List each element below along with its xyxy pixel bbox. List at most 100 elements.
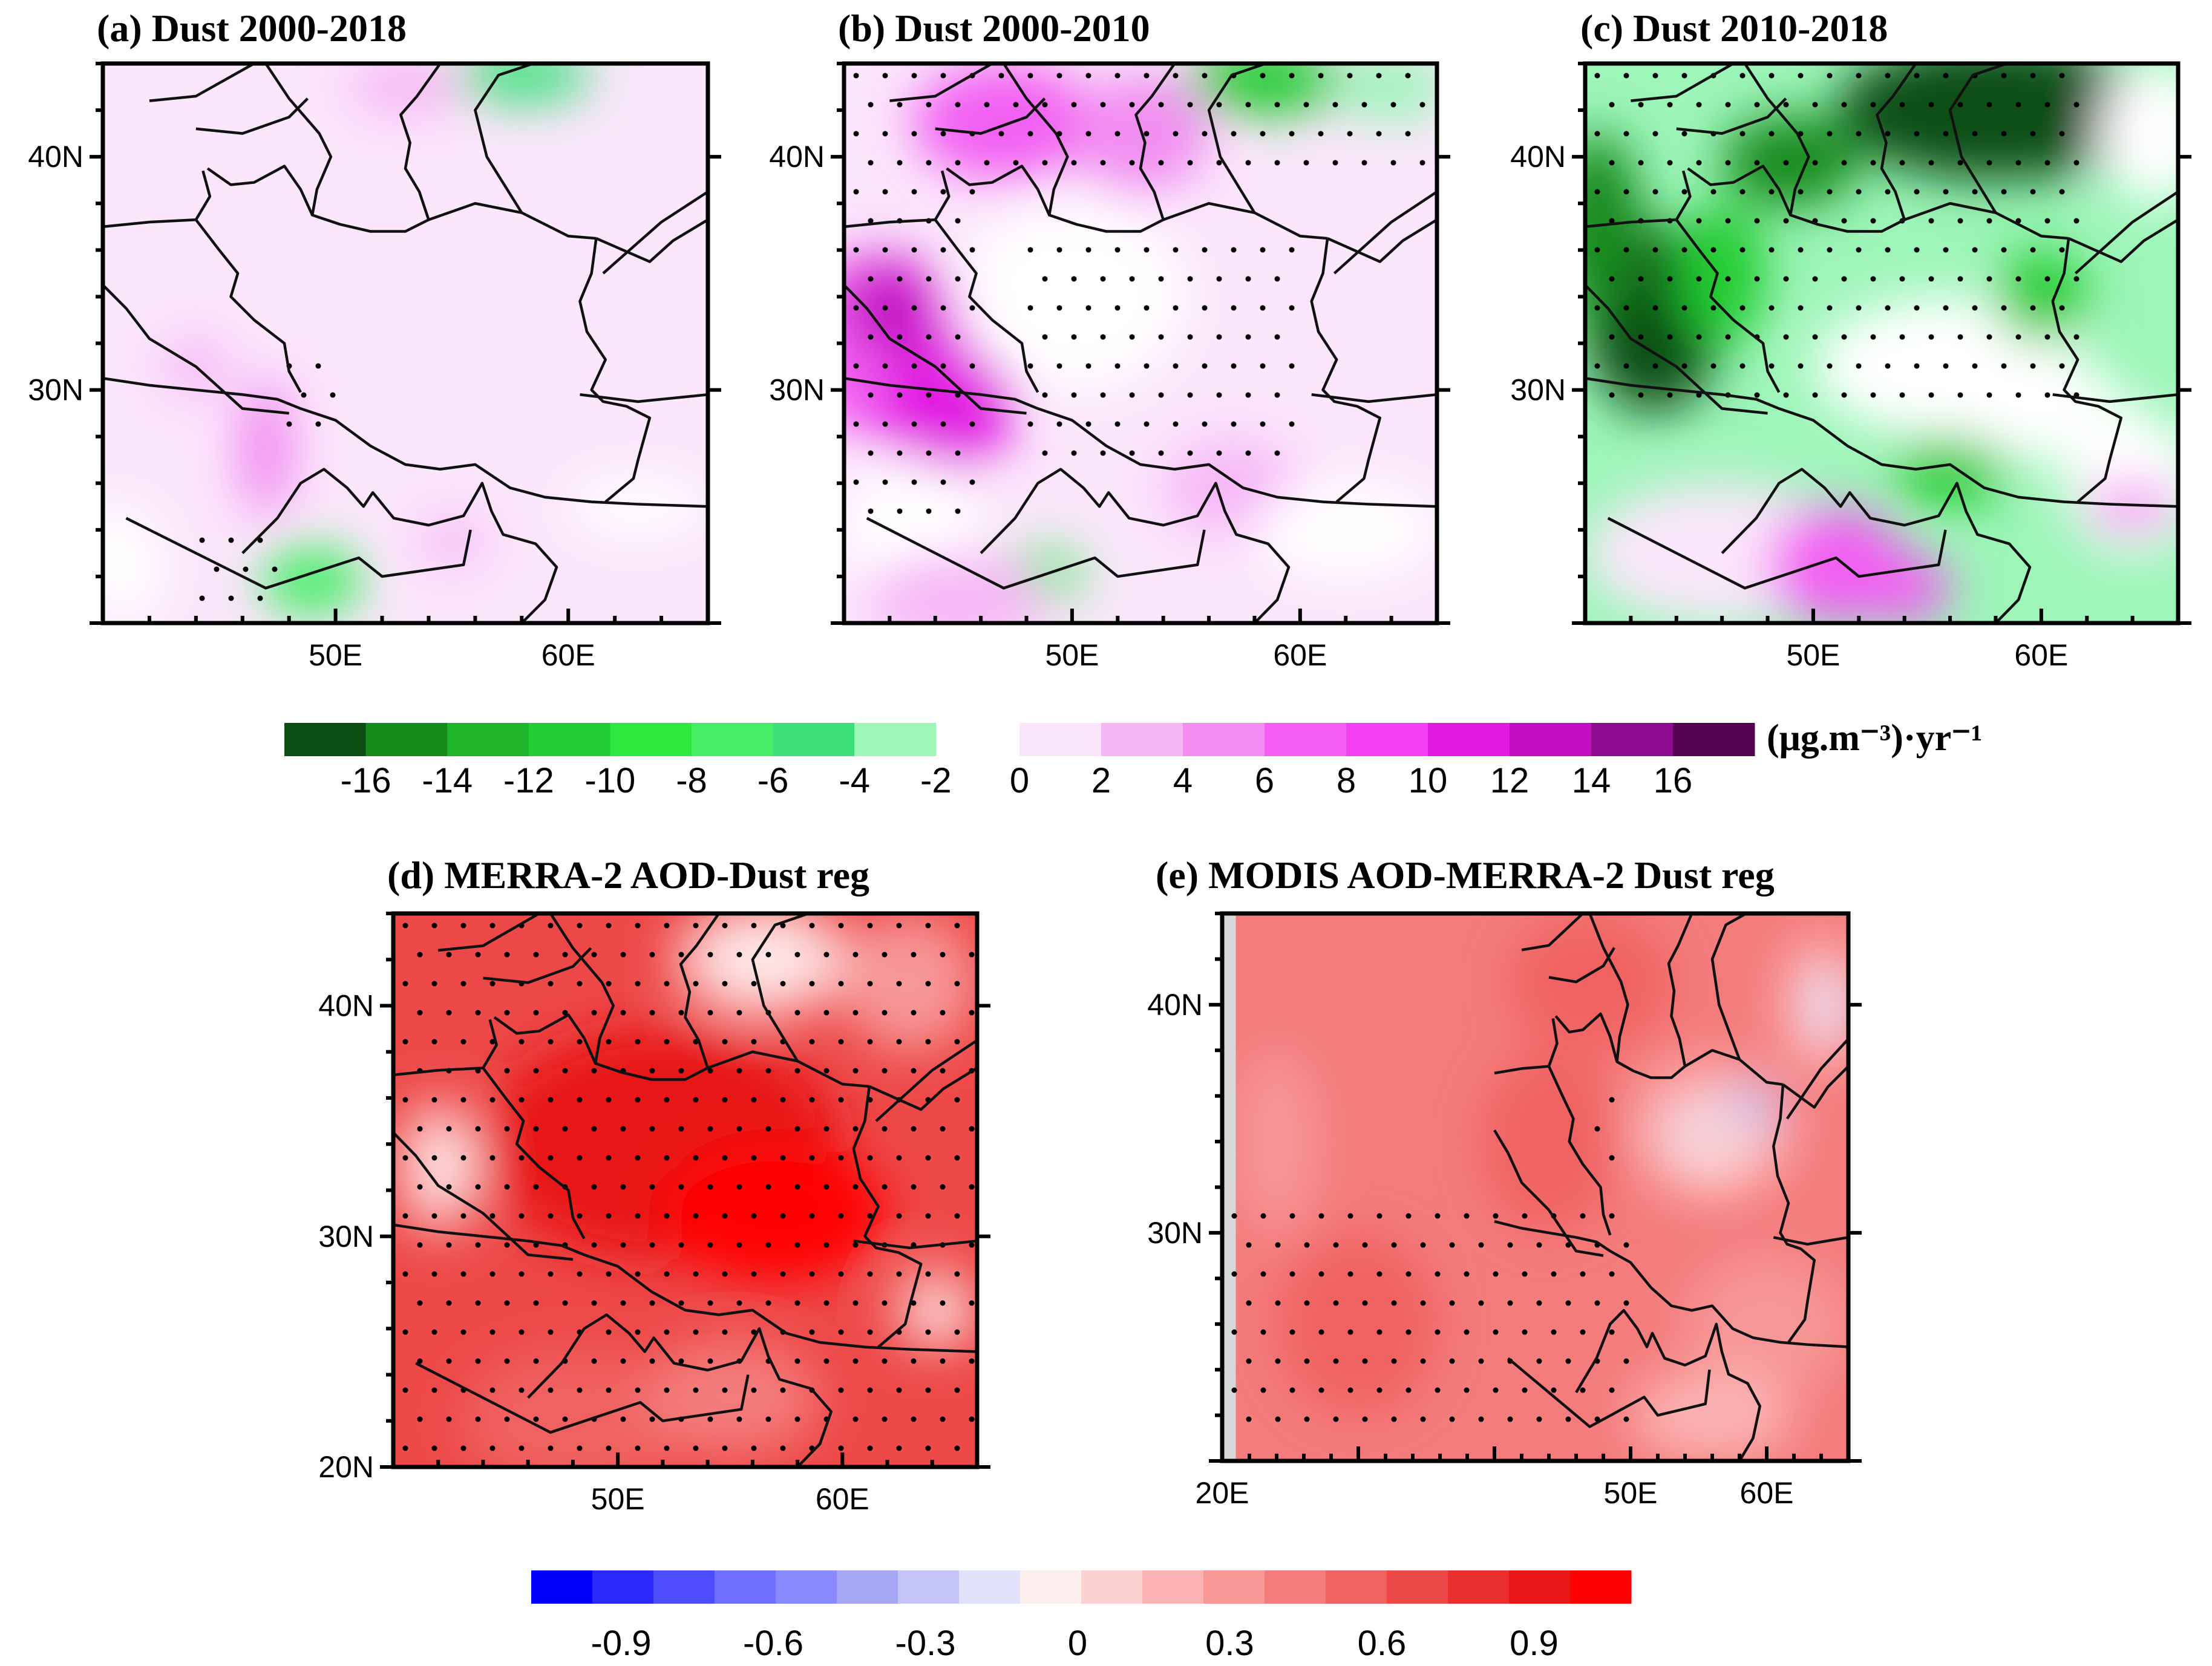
stipple-dot xyxy=(707,1416,713,1422)
stipple-dot xyxy=(867,1329,873,1335)
stipple-dot xyxy=(2001,247,2007,253)
country-border xyxy=(483,947,592,984)
country-border xyxy=(2068,218,2178,263)
stipple-dot xyxy=(896,981,902,987)
coastline-arabia xyxy=(1721,468,2032,623)
stipple-dot xyxy=(926,102,932,108)
colorbar-reg-swatch xyxy=(531,1570,593,1604)
stipple-dot xyxy=(1827,247,1833,253)
stipple-dot xyxy=(1144,305,1150,311)
field-contour-blob xyxy=(1836,64,2156,180)
stipple-dot xyxy=(1274,392,1280,398)
stipple-dot xyxy=(722,1387,728,1393)
stipple-dot xyxy=(853,131,859,137)
stipple-dot xyxy=(504,1068,510,1074)
stipple-dot xyxy=(896,1445,902,1451)
stipple-dot xyxy=(736,1184,742,1190)
stipple-dot xyxy=(2059,363,2065,369)
stipple-dot xyxy=(1318,73,1324,79)
stipple-dot xyxy=(911,1010,917,1016)
colorbar-reg-swatch xyxy=(653,1570,715,1604)
country-border xyxy=(482,1067,586,1240)
x-tick-label: 50E xyxy=(1604,1476,1658,1510)
country-border xyxy=(946,165,1051,216)
stipple-dot xyxy=(940,1416,946,1422)
stipple-dot xyxy=(1681,189,1687,195)
stipple-dot xyxy=(853,479,859,485)
stipple-dot xyxy=(1493,1387,1499,1393)
stipple-dot xyxy=(649,1184,655,1190)
stipple-dot xyxy=(1362,1242,1368,1248)
stipple-dot xyxy=(736,1416,742,1422)
stipple-dot xyxy=(417,1242,423,1248)
stipple-dot xyxy=(809,1213,815,1219)
stipple-dot xyxy=(940,247,946,253)
stipple-dot xyxy=(1464,1387,1470,1393)
stipple-dot xyxy=(1623,1300,1629,1306)
stipple-dot xyxy=(1100,160,1106,166)
coastline-north xyxy=(393,1223,977,1353)
stipple-dot xyxy=(1681,363,1687,369)
stipple-dot xyxy=(1710,363,1716,369)
stipple-dot xyxy=(1623,131,1629,137)
stipple-dot xyxy=(969,1126,975,1132)
stipple-dot xyxy=(897,450,903,456)
stipple-dot xyxy=(911,131,917,137)
stipple-dot xyxy=(852,952,859,958)
stipple-dot xyxy=(1260,421,1266,427)
trend-colorbar: -16 -14 -12 -10 -8 -6 -4 -2 0 2 4 6 8 10 12 14 16 xyxy=(284,723,1755,800)
country-border xyxy=(438,913,540,952)
field-contour-blob xyxy=(1722,114,1859,208)
stipple-dot xyxy=(620,1242,626,1248)
stipple-dot xyxy=(1391,1242,1397,1248)
stipple-dot xyxy=(1013,160,1019,166)
stipple-dot xyxy=(1536,1300,1542,1306)
country-border xyxy=(195,97,309,135)
stipple-dot xyxy=(853,247,859,253)
x-tick-label: 60E xyxy=(1273,638,1327,672)
y-tick-label: 40N xyxy=(769,140,825,174)
country-border xyxy=(1507,1357,1711,1428)
stipple-dot xyxy=(2030,73,2036,79)
field-contour-blob xyxy=(460,1351,686,1467)
stipple-dot xyxy=(1187,276,1193,282)
colorbar-reg-swatch xyxy=(959,1570,1021,1604)
stipple-dot xyxy=(1289,363,1295,369)
stipple-dot xyxy=(1333,1300,1339,1306)
colorbar-neg-swatch xyxy=(610,723,692,756)
stipple-dot xyxy=(446,1358,452,1364)
stipple-dot xyxy=(533,1068,539,1074)
stipple-dot xyxy=(1144,421,1150,427)
stipple-dot xyxy=(1827,131,1833,137)
stipple-dot xyxy=(1246,1358,1252,1364)
panel-e-title: (e) MODIS AOD-MERRA-2 Dust reg xyxy=(1156,854,1775,897)
stipple-dot xyxy=(1245,450,1251,456)
colorbar-reg-swatch xyxy=(1448,1570,1510,1604)
country-border xyxy=(1687,165,1792,216)
stipple-dot xyxy=(954,1039,960,1045)
stipple-dot xyxy=(955,160,961,166)
country-border xyxy=(935,97,1046,135)
map-outlines xyxy=(393,913,977,1467)
colorbar-pos-label: 6 xyxy=(1255,761,1274,800)
stipple-dot xyxy=(1856,73,1862,79)
stipple-dot xyxy=(954,923,960,929)
stipple-dot xyxy=(882,952,888,958)
stipple-dot xyxy=(1289,131,1295,137)
stipple-dot xyxy=(606,1097,612,1103)
stipple-dot xyxy=(214,566,220,572)
stipple-dot xyxy=(896,1039,902,1045)
stipple-dot xyxy=(649,1416,655,1422)
colorbar-neg-label: -6 xyxy=(758,761,789,800)
stipple-dot xyxy=(2001,363,2007,369)
stipple-dot xyxy=(823,1010,830,1016)
stipple-dot xyxy=(925,981,931,987)
stipple-dot xyxy=(2015,102,2021,108)
stipple-dot xyxy=(2001,73,2007,79)
stipple-dot xyxy=(635,981,641,987)
country-border xyxy=(1773,1236,1848,1246)
stipple-dot xyxy=(1754,218,1760,224)
stipple-dot xyxy=(1623,1416,1629,1422)
stipple-dot xyxy=(446,1416,452,1422)
colorbar-reg-swatch xyxy=(898,1570,960,1604)
